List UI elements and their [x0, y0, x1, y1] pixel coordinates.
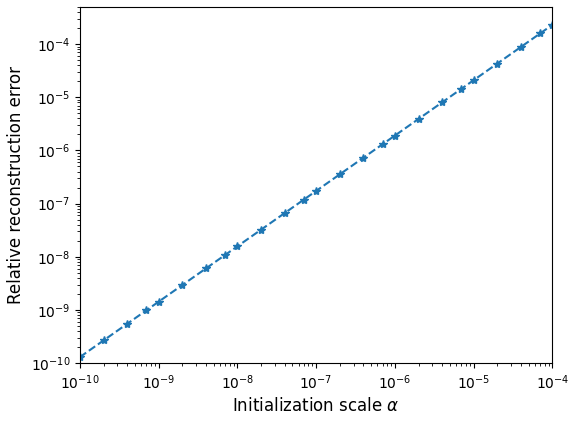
Y-axis label: Relative reconstruction error: Relative reconstruction error [7, 66, 25, 304]
X-axis label: Initialization scale $\alpha$: Initialization scale $\alpha$ [232, 397, 400, 415]
